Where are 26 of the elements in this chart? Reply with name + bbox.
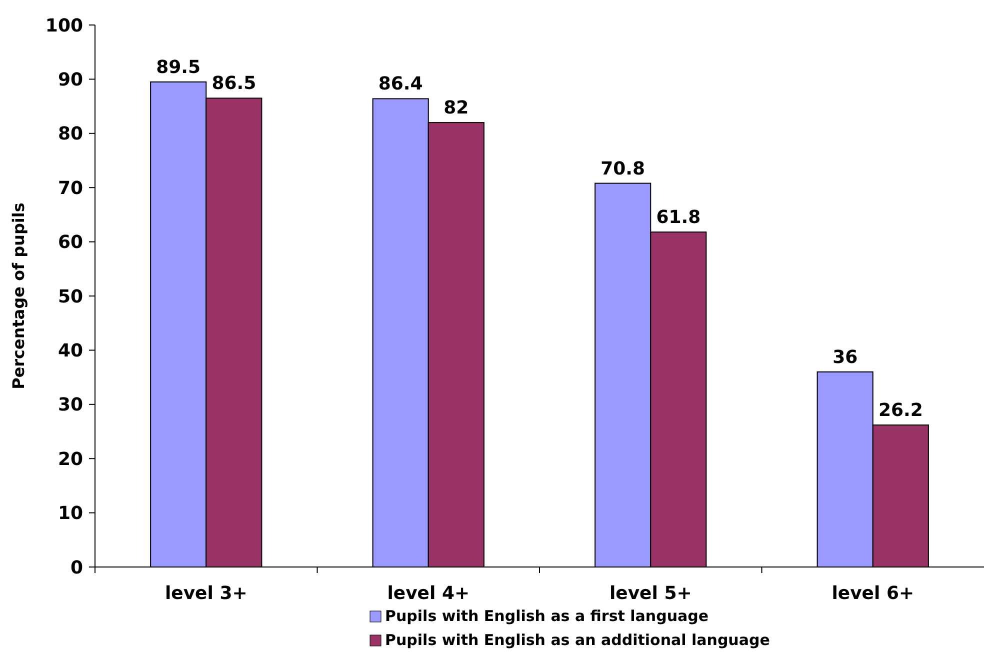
y-axis-title: Percentage of pupils (9, 202, 28, 390)
y-tick-label: 80 (58, 124, 83, 145)
data-label: 86.5 (212, 73, 256, 94)
y-tick-label: 20 (58, 448, 83, 470)
data-label: 26.2 (878, 400, 923, 421)
y-tick-label: 100 (45, 15, 83, 36)
y-tick-label: 0 (70, 557, 83, 578)
y-tick-label: 90 (58, 70, 83, 90)
data-label: 36 (832, 346, 858, 368)
y-tick-label: 70 (58, 178, 83, 199)
y-tick-label: 40 (58, 340, 83, 362)
legend-label: Pupils with English as an additional language (385, 631, 770, 649)
data-label: 89.5 (156, 56, 201, 78)
data-label: 82 (444, 98, 469, 119)
x-tick-label: level 5+ (609, 583, 692, 604)
y-tick-label: 30 (58, 394, 83, 416)
y-tick-label: 50 (58, 286, 83, 308)
y-tick-label: 10 (58, 503, 83, 524)
x-tick-label: level 6+ (832, 583, 914, 604)
data-label: 86.4 (378, 74, 423, 95)
legend-label: Pupils with English as a first language (385, 607, 709, 625)
x-tick-label: level 3+ (164, 583, 248, 604)
x-tick-label: level 4+ (387, 583, 470, 604)
y-tick-label: 60 (58, 232, 83, 254)
data-label: 70.8 (600, 158, 646, 180)
data-label: 61.8 (656, 207, 701, 228)
